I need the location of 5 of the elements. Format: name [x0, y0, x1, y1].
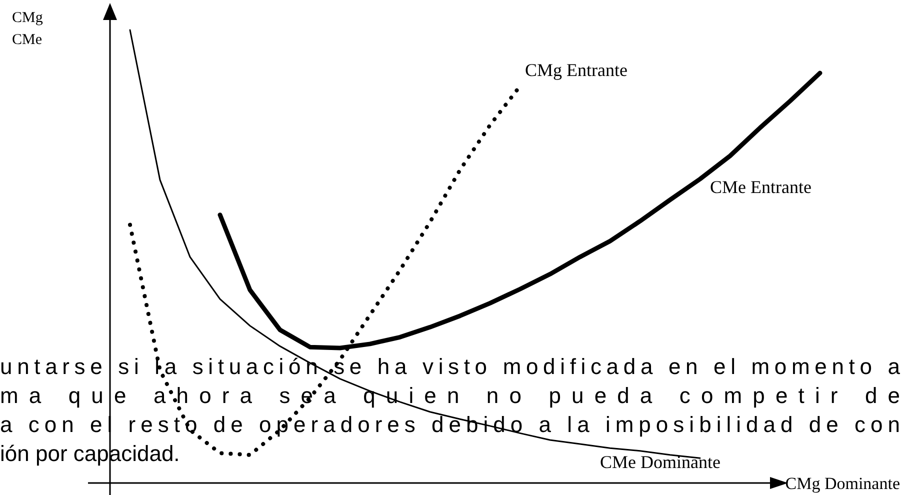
series-label: CMe Entrante	[710, 177, 812, 198]
annotation: CMg Dominante	[785, 474, 900, 493]
y-axis-title: CMg CMe	[12, 10, 44, 48]
series-label: CMe Dominante	[600, 452, 720, 472]
series-label: CMg Entrante	[525, 60, 628, 80]
